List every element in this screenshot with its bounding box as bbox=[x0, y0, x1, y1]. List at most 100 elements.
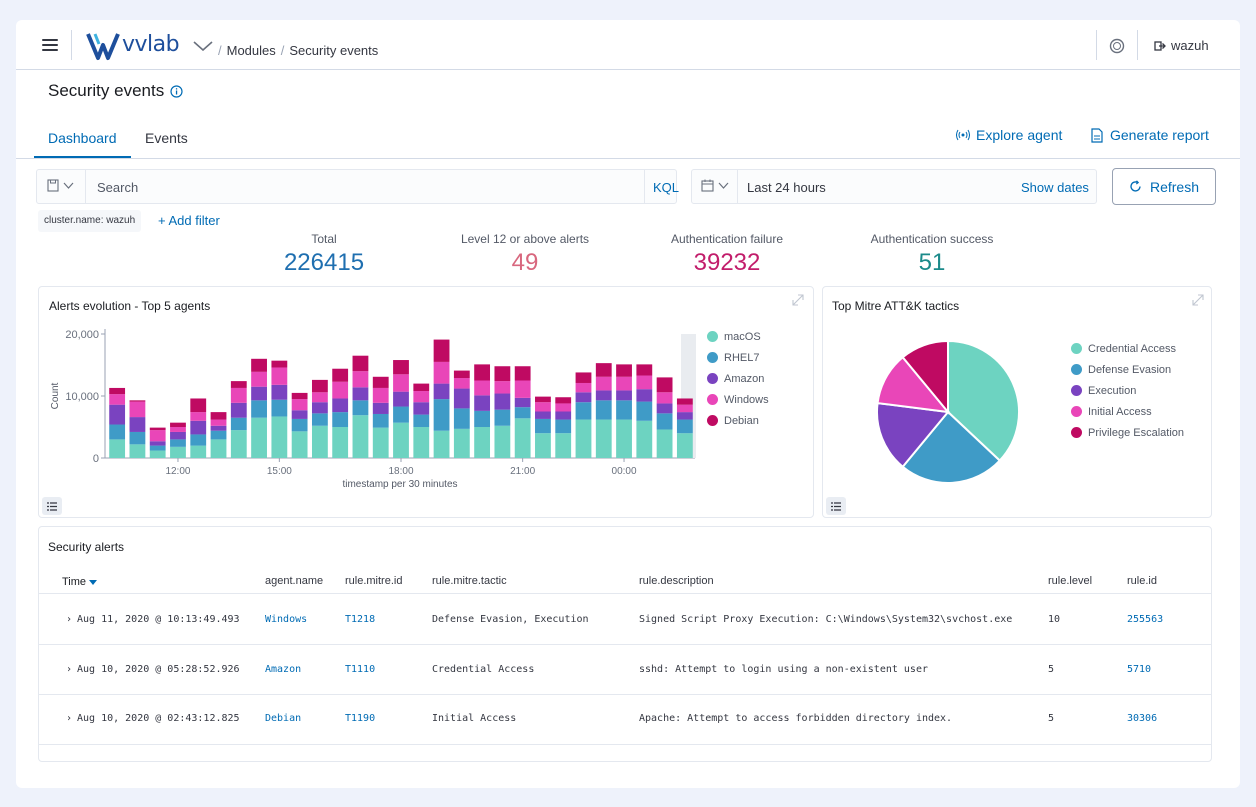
bar-segment-rhel7[interactable] bbox=[271, 399, 288, 417]
bar-segment-debian[interactable] bbox=[595, 363, 612, 377]
add-filter-button[interactable]: + Add filter bbox=[158, 213, 220, 228]
bar-segment-rhel7[interactable] bbox=[352, 400, 369, 416]
bar-segment-macos[interactable] bbox=[251, 417, 267, 458]
bar-segment-debian[interactable] bbox=[616, 364, 632, 377]
bar-segment-windows[interactable] bbox=[453, 378, 470, 389]
explore-agent-link[interactable]: Explore agent bbox=[956, 127, 1062, 143]
bar-segment-windows[interactable] bbox=[291, 399, 308, 411]
bar-segment-windows[interactable] bbox=[190, 412, 207, 421]
bar-segment-amazon[interactable] bbox=[271, 384, 288, 400]
bar-segment-rhel7[interactable] bbox=[210, 430, 227, 440]
expand-row-toggle[interactable]: › bbox=[66, 713, 73, 724]
cell-agent[interactable]: Windows bbox=[265, 614, 308, 625]
bar-segment-amazon[interactable] bbox=[555, 411, 572, 420]
search-input[interactable]: Search bbox=[97, 180, 139, 195]
bar-segment-debian[interactable] bbox=[636, 364, 653, 376]
bar-segment-debian[interactable] bbox=[656, 377, 673, 393]
bar-segment-amazon[interactable] bbox=[332, 398, 349, 413]
bar-segment-windows[interactable] bbox=[311, 392, 328, 403]
bar-segment-macos[interactable] bbox=[616, 419, 632, 458]
bar-segment-macos[interactable] bbox=[474, 427, 491, 458]
bar-segment-rhel7[interactable] bbox=[494, 409, 511, 426]
bar-segment-macos[interactable] bbox=[636, 420, 653, 458]
bar-segment-amazon[interactable] bbox=[311, 402, 328, 414]
bar-segment-macos[interactable] bbox=[190, 445, 207, 458]
bar-segment-debian[interactable] bbox=[474, 364, 491, 381]
bar-segment-amazon[interactable] bbox=[676, 412, 693, 420]
table-row[interactable]: › Aug 11, 2020 @ 10:13:49.493 Windows T1… bbox=[39, 594, 1211, 644]
bar-segment-debian[interactable] bbox=[129, 400, 146, 402]
legend-item[interactable]: Credential Access bbox=[1071, 338, 1184, 359]
bar-segment-amazon[interactable] bbox=[535, 411, 551, 419]
table-row[interactable]: › Aug 10, 2020 @ 02:43:12.825 Debian T11… bbox=[39, 695, 1211, 744]
bar-segment-amazon[interactable] bbox=[251, 386, 267, 401]
bar-segment-windows[interactable] bbox=[393, 374, 409, 392]
cell-mitre-id[interactable]: T1110 bbox=[345, 664, 376, 675]
bar-segment-macos[interactable] bbox=[555, 433, 572, 458]
bar-segment-rhel7[interactable] bbox=[230, 417, 247, 431]
pie-slice-defense-evasion[interactable] bbox=[901, 410, 1002, 484]
bar-segment-windows[interactable] bbox=[149, 430, 166, 442]
cell-mitre-id[interactable]: T1190 bbox=[345, 713, 376, 724]
expand-icon[interactable] bbox=[1191, 293, 1205, 307]
stat-value[interactable]: 39232 bbox=[693, 249, 761, 276]
bar-segment-rhel7[interactable] bbox=[535, 418, 551, 434]
bar-segment-debian[interactable] bbox=[555, 397, 572, 404]
bar-segment-macos[interactable] bbox=[413, 427, 430, 458]
bar-segment-debian[interactable] bbox=[332, 368, 349, 382]
bar-segment-macos[interactable] bbox=[332, 427, 349, 458]
bar-segment-windows[interactable] bbox=[494, 381, 511, 394]
bar-segment-debian[interactable] bbox=[210, 412, 227, 420]
bar-segment-macos[interactable] bbox=[311, 425, 328, 458]
bar-segment-debian[interactable] bbox=[393, 360, 409, 375]
bar-segment-windows[interactable] bbox=[413, 391, 430, 403]
bar-segment-rhel7[interactable] bbox=[474, 410, 491, 427]
bar-segment-debian[interactable] bbox=[535, 396, 551, 403]
bar-segment-windows[interactable] bbox=[251, 371, 267, 387]
bar-segment-macos[interactable] bbox=[149, 450, 166, 458]
bar-segment-macos[interactable] bbox=[129, 444, 146, 458]
bar-segment-windows[interactable] bbox=[514, 380, 531, 398]
bar-segment-rhel7[interactable] bbox=[170, 439, 186, 447]
bar-segment-debian[interactable] bbox=[352, 355, 369, 372]
bar-segment-windows[interactable] bbox=[535, 402, 551, 412]
bar-segment-debian[interactable] bbox=[372, 376, 389, 388]
bar-segment-amazon[interactable] bbox=[129, 417, 146, 432]
cell-agent[interactable]: Amazon bbox=[265, 664, 302, 675]
bar-segment-windows[interactable] bbox=[271, 367, 288, 385]
stat-value[interactable]: 51 bbox=[918, 249, 946, 276]
bar-segment-rhel7[interactable] bbox=[616, 400, 632, 420]
menu-icon[interactable] bbox=[42, 39, 58, 51]
bar-segment-rhel7[interactable] bbox=[433, 399, 450, 431]
bar-segment-macos[interactable] bbox=[433, 430, 450, 458]
column-header-mitre-tactic[interactable]: rule.mitre.tactic bbox=[432, 575, 507, 587]
bar-segment-debian[interactable] bbox=[109, 387, 126, 395]
bar-segment-debian[interactable] bbox=[149, 427, 166, 431]
legend-item[interactable]: Debian bbox=[707, 410, 769, 431]
bar-segment-windows[interactable] bbox=[676, 404, 693, 413]
bar-segment-debian[interactable] bbox=[311, 379, 328, 393]
bar-segment-debian[interactable] bbox=[291, 392, 308, 400]
bar-segment-rhel7[interactable] bbox=[149, 445, 166, 451]
column-header-rule-id[interactable]: rule.id bbox=[1127, 575, 1157, 587]
legend-item[interactable]: macOS bbox=[707, 326, 769, 347]
cell-rule-id[interactable]: 255563 bbox=[1127, 614, 1164, 625]
bar-segment-debian[interactable] bbox=[514, 366, 531, 381]
bar-segment-macos[interactable] bbox=[575, 419, 592, 458]
bar-segment-debian[interactable] bbox=[413, 383, 430, 392]
legend-item[interactable]: Windows bbox=[707, 389, 769, 410]
list-icon[interactable] bbox=[42, 497, 62, 515]
bar-segment-amazon[interactable] bbox=[109, 404, 126, 425]
legend-item[interactable]: Defense Evasion bbox=[1071, 359, 1184, 380]
bar-segment-rhel7[interactable] bbox=[595, 400, 612, 420]
bar-segment-amazon[interactable] bbox=[636, 389, 653, 402]
bar-segment-amazon[interactable] bbox=[149, 441, 166, 446]
bar-segment-debian[interactable] bbox=[433, 339, 450, 362]
bar-segment-amazon[interactable] bbox=[474, 395, 491, 411]
chevron-down-icon[interactable] bbox=[193, 41, 213, 51]
bar-segment-amazon[interactable] bbox=[494, 393, 511, 410]
bar-segment-windows[interactable] bbox=[616, 376, 632, 391]
bar-segment-rhel7[interactable] bbox=[636, 401, 653, 421]
bar-segment-macos[interactable] bbox=[210, 439, 227, 458]
info-icon[interactable] bbox=[170, 85, 183, 98]
